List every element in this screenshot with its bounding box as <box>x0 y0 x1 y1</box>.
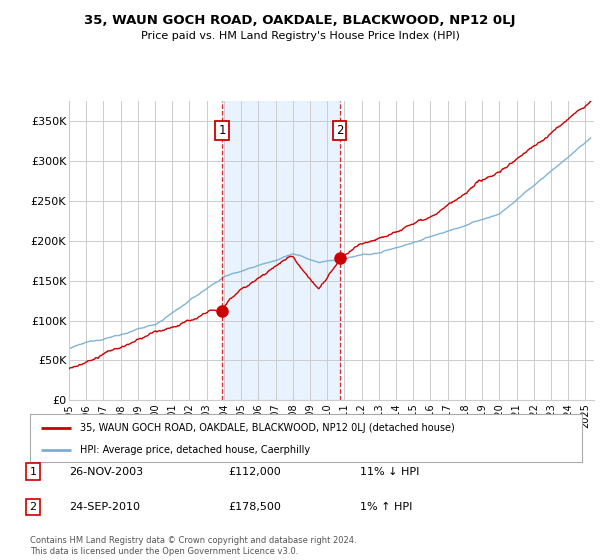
Text: 11% ↓ HPI: 11% ↓ HPI <box>360 466 419 477</box>
Text: £112,000: £112,000 <box>228 466 281 477</box>
Text: £178,500: £178,500 <box>228 502 281 512</box>
Text: 2: 2 <box>29 502 37 512</box>
Text: 24-SEP-2010: 24-SEP-2010 <box>69 502 140 512</box>
Text: Contains HM Land Registry data © Crown copyright and database right 2024.
This d: Contains HM Land Registry data © Crown c… <box>30 536 356 556</box>
Text: 1% ↑ HPI: 1% ↑ HPI <box>360 502 412 512</box>
Text: Price paid vs. HM Land Registry's House Price Index (HPI): Price paid vs. HM Land Registry's House … <box>140 31 460 41</box>
Text: 1: 1 <box>29 466 37 477</box>
Text: 26-NOV-2003: 26-NOV-2003 <box>69 466 143 477</box>
Text: 35, WAUN GOCH ROAD, OAKDALE, BLACKWOOD, NP12 0LJ: 35, WAUN GOCH ROAD, OAKDALE, BLACKWOOD, … <box>84 14 516 27</box>
Text: 1: 1 <box>218 124 226 137</box>
Bar <box>222 101 340 400</box>
Text: 35, WAUN GOCH ROAD, OAKDALE, BLACKWOOD, NP12 0LJ (detached house): 35, WAUN GOCH ROAD, OAKDALE, BLACKWOOD, … <box>80 423 454 433</box>
Text: 2: 2 <box>336 124 344 137</box>
Text: HPI: Average price, detached house, Caerphilly: HPI: Average price, detached house, Caer… <box>80 445 310 455</box>
